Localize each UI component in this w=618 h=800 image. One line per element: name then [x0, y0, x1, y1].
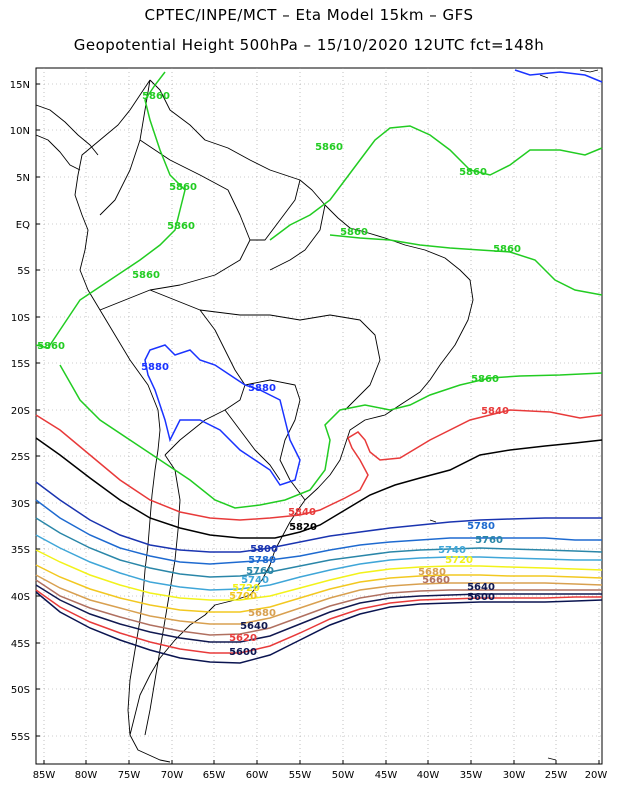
lon-label: 75W	[118, 770, 141, 781]
lat-label: 5S	[17, 266, 30, 277]
latitude-labels: 15N 10N 5N EQ 5S 10S 15S 20S 25S 30S 35S…	[10, 80, 30, 743]
central-america-coastline	[35, 104, 99, 171]
contour-label: 5860	[315, 142, 343, 153]
contour-5860	[329, 234, 603, 296]
contour-label: 5640	[467, 582, 495, 593]
lat-label: 20S	[11, 406, 30, 417]
lat-label: 25S	[11, 452, 30, 463]
contour-5700	[35, 564, 603, 613]
lat-label: 35S	[11, 545, 30, 556]
contour-label: 5860	[340, 227, 368, 238]
lat-label: 15N	[10, 80, 30, 91]
contour-labels: 5860 5860 5860 5860 5860 5860 5860 5860 …	[37, 91, 521, 658]
lat-label: 15S	[11, 359, 30, 370]
lat-label: EQ	[16, 220, 30, 231]
contour-label: 5860	[167, 221, 195, 232]
contour-5780	[35, 499, 602, 565]
contour-5720	[35, 549, 603, 601]
contour-label: 5860	[493, 244, 521, 255]
contour-label: 5780	[248, 555, 276, 566]
lon-label: 35W	[460, 770, 483, 781]
contour-label: 5760	[475, 535, 503, 546]
political-borders	[99, 79, 381, 736]
lat-label: 55S	[11, 732, 30, 743]
lat-lon-grid	[36, 68, 602, 764]
map-frame	[35, 67, 603, 765]
contour-5740	[35, 534, 602, 591]
contour-label: 5780	[467, 521, 495, 532]
contour-5800	[35, 481, 602, 553]
contour-label: 5840	[481, 406, 509, 417]
lat-label: 10N	[10, 126, 30, 137]
contour-label: 5840	[288, 507, 316, 518]
contour-label: 5860	[471, 374, 499, 385]
contour-5880	[514, 69, 603, 83]
contour-label: 5620	[229, 633, 257, 644]
axis-ticks	[36, 83, 600, 764]
contour-label: 5740	[438, 545, 466, 556]
contour-label: 5820	[289, 522, 317, 533]
contour-label: 5600	[229, 647, 257, 658]
longitude-labels: 85W 80W 75W 70W 65W 60W 55W 50W 45W 40W …	[33, 770, 608, 781]
contour-5680	[35, 574, 603, 625]
contour-label: 5860	[37, 341, 65, 352]
contour-5760	[35, 517, 603, 578]
lon-label: 25W	[545, 770, 568, 781]
contour-5880	[144, 344, 301, 486]
contour-label: 5860	[142, 91, 170, 102]
contour-label: 5880	[141, 362, 169, 373]
lon-label: 20W	[585, 770, 608, 781]
contour-label: 5640	[240, 621, 268, 632]
chart-title-line-1: CPTEC/INPE/MCT – Eta Model 15km – GFS	[144, 6, 474, 24]
lat-label: 5N	[16, 173, 30, 184]
contour-label: 5680	[248, 608, 276, 619]
lon-label: 50W	[332, 770, 355, 781]
contour-5620	[35, 589, 602, 654]
contour-5600	[35, 591, 603, 664]
contour-5860	[35, 71, 186, 349]
contour-label: 5660	[422, 575, 450, 586]
lon-label: 65W	[203, 770, 226, 781]
contour-label: 5740	[241, 575, 269, 586]
lat-label: 40S	[11, 592, 30, 603]
contour-5860	[269, 125, 603, 241]
contour-label: 5700	[229, 591, 257, 602]
contour-label: 5860	[132, 270, 160, 281]
lon-label: 70W	[161, 770, 184, 781]
contour-5820	[35, 437, 603, 539]
contour-label: 5680	[418, 567, 446, 578]
lon-label: 85W	[33, 770, 56, 781]
contour-label: 5880	[248, 383, 276, 394]
lon-label: 45W	[375, 770, 398, 781]
lat-label: 45S	[11, 639, 30, 650]
contour-label: 5860	[169, 182, 197, 193]
lat-label: 50S	[11, 685, 30, 696]
contour-label: 5720	[445, 555, 473, 566]
contour-label: 5860	[459, 167, 487, 178]
lon-label: 55W	[289, 770, 312, 781]
contour-5860	[59, 364, 603, 509]
contour-lines	[35, 69, 603, 664]
contour-label: 5600	[467, 592, 495, 603]
lat-label: 30S	[11, 499, 30, 510]
contour-5840	[35, 409, 603, 521]
contour-label: 5720	[232, 583, 260, 594]
contour-5640	[35, 584, 602, 643]
lon-label: 60W	[246, 770, 269, 781]
island-outlines	[429, 69, 599, 761]
lon-label: 40W	[417, 770, 440, 781]
contour-label: 5760	[246, 566, 274, 577]
lat-label: 10S	[11, 313, 30, 324]
chart-title-line-2: Geopotential Height 500hPa – 15/10/2020 …	[73, 36, 545, 54]
lon-label: 80W	[75, 770, 98, 781]
contour-5660	[35, 579, 602, 636]
contour-label: 5800	[250, 544, 278, 555]
lon-label: 30W	[503, 770, 526, 781]
